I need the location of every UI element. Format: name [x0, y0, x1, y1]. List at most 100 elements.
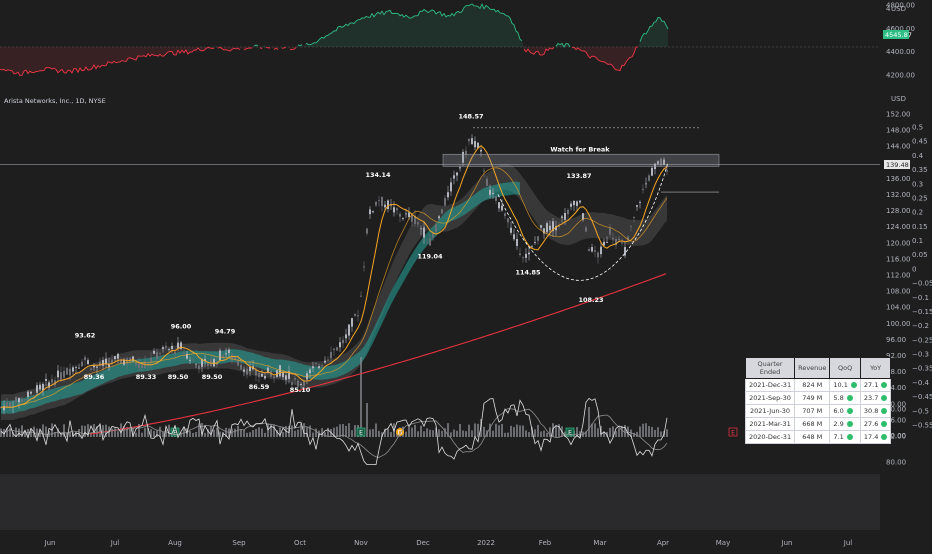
candle-body	[273, 376, 275, 378]
table-cell: 2.9	[829, 417, 861, 431]
volume-bar	[60, 432, 62, 437]
volume-bar	[240, 429, 242, 437]
x-axis: Jun Jul Aug Sep Oct Nov Dec 2022 Feb Mar Apr May Jun…	[44, 539, 853, 547]
revenue-table: Quarter Ended Revenue QoQ YoY 2021-Dec-31 82…	[744, 357, 892, 444]
candle-body	[237, 359, 239, 366]
candle-body	[324, 360, 326, 363]
volume-bar	[201, 423, 203, 437]
volume-bar	[516, 424, 518, 437]
earnings-marker[interactable]	[356, 427, 366, 437]
secondary-tick: −0.05	[912, 280, 932, 288]
candle-body	[63, 371, 65, 378]
volume-bar	[6, 428, 8, 437]
volume-bar	[396, 432, 398, 437]
volume-bar	[381, 432, 383, 437]
marker-label: D	[398, 430, 403, 437]
secondary-tick: 0.35	[912, 166, 928, 174]
price-tick: 96.00	[886, 336, 906, 344]
volume-bar	[558, 424, 560, 437]
price-tick: 76.00	[886, 416, 906, 424]
volume-bar	[507, 432, 509, 437]
volume-bar	[444, 428, 446, 437]
candle-body	[396, 208, 398, 211]
candle-body	[243, 369, 245, 372]
volume-bar	[435, 427, 437, 437]
candle-body	[180, 342, 182, 349]
secondary-tick: −0.45	[912, 393, 932, 401]
table-cell: 707 M	[794, 404, 831, 418]
candle-body	[168, 349, 170, 350]
volume-bar	[255, 428, 257, 437]
secondary-tick: 0.3	[912, 180, 923, 188]
volume-bar	[375, 423, 377, 437]
table-cell: 2021-Dec-31	[744, 378, 796, 392]
volume-bar	[615, 431, 617, 437]
positive-dot-icon	[850, 382, 857, 388]
volume-bar	[636, 431, 638, 437]
candle-body	[90, 368, 92, 370]
x-tick: Mar	[593, 539, 606, 547]
price-annotation: 89.36	[84, 373, 105, 381]
dividend-marker[interactable]	[396, 428, 404, 436]
volume-bar	[348, 423, 350, 437]
candle-body	[57, 370, 59, 378]
volume-bar	[117, 431, 119, 437]
volume-bar	[204, 432, 206, 437]
candle-body	[234, 355, 236, 361]
secondary-tick: −0.2	[912, 322, 929, 330]
table-cell: 10.1	[829, 378, 861, 392]
table-header-cell: YoY	[859, 357, 892, 379]
candle-body	[255, 369, 257, 376]
candle-body	[513, 234, 515, 240]
candle-body	[114, 356, 116, 359]
candle-body	[36, 385, 38, 393]
candle-body	[465, 150, 467, 156]
volume-bar	[597, 428, 599, 437]
candle-body	[612, 237, 614, 240]
candle-body	[66, 367, 68, 375]
index-tick: 4600.00	[886, 25, 915, 33]
candle-body	[264, 376, 266, 379]
volume-bar	[585, 431, 587, 437]
volume-bar	[273, 424, 275, 437]
candle-body	[459, 167, 461, 169]
candle-body	[261, 373, 263, 377]
watch-for-break-zone	[442, 153, 720, 167]
secondary-tick: 0	[912, 265, 916, 273]
candle-body	[579, 200, 581, 203]
earnings-marker[interactable]	[565, 427, 575, 437]
candle-body	[342, 339, 344, 344]
volume-bar	[225, 427, 227, 437]
volume-bar	[258, 427, 260, 437]
price-annotation: 89.50	[202, 373, 223, 381]
volume-bar	[207, 429, 209, 437]
candle-body	[630, 225, 632, 227]
index-area-down	[0, 47, 668, 76]
candle-body	[219, 350, 221, 361]
x-tick: Jun	[781, 539, 793, 547]
candle-body	[393, 207, 395, 213]
price-annotation: Watch for Break	[550, 145, 610, 153]
candle-body	[663, 159, 665, 165]
volume-bar	[339, 424, 341, 437]
volume-bar	[87, 424, 89, 437]
candle-body	[246, 368, 248, 375]
candle-body	[291, 382, 293, 386]
candle-body	[519, 253, 521, 256]
marker-label: E	[359, 430, 363, 437]
price-tick: 128.00	[886, 207, 911, 215]
volume-bar	[63, 424, 65, 437]
secondary-tick: 0.05	[912, 251, 928, 259]
price-tick: 84.00	[886, 384, 906, 392]
earnings-marker[interactable]	[170, 427, 180, 437]
volume-bar	[645, 423, 647, 437]
index-tick: 4400.00	[886, 48, 915, 56]
candle-body	[270, 371, 272, 377]
x-tick: Jul	[843, 539, 853, 547]
price-tick: 120.00	[886, 239, 911, 247]
earnings-marker[interactable]	[728, 427, 738, 437]
volume-bar	[249, 432, 251, 437]
volume-bar	[195, 432, 197, 437]
